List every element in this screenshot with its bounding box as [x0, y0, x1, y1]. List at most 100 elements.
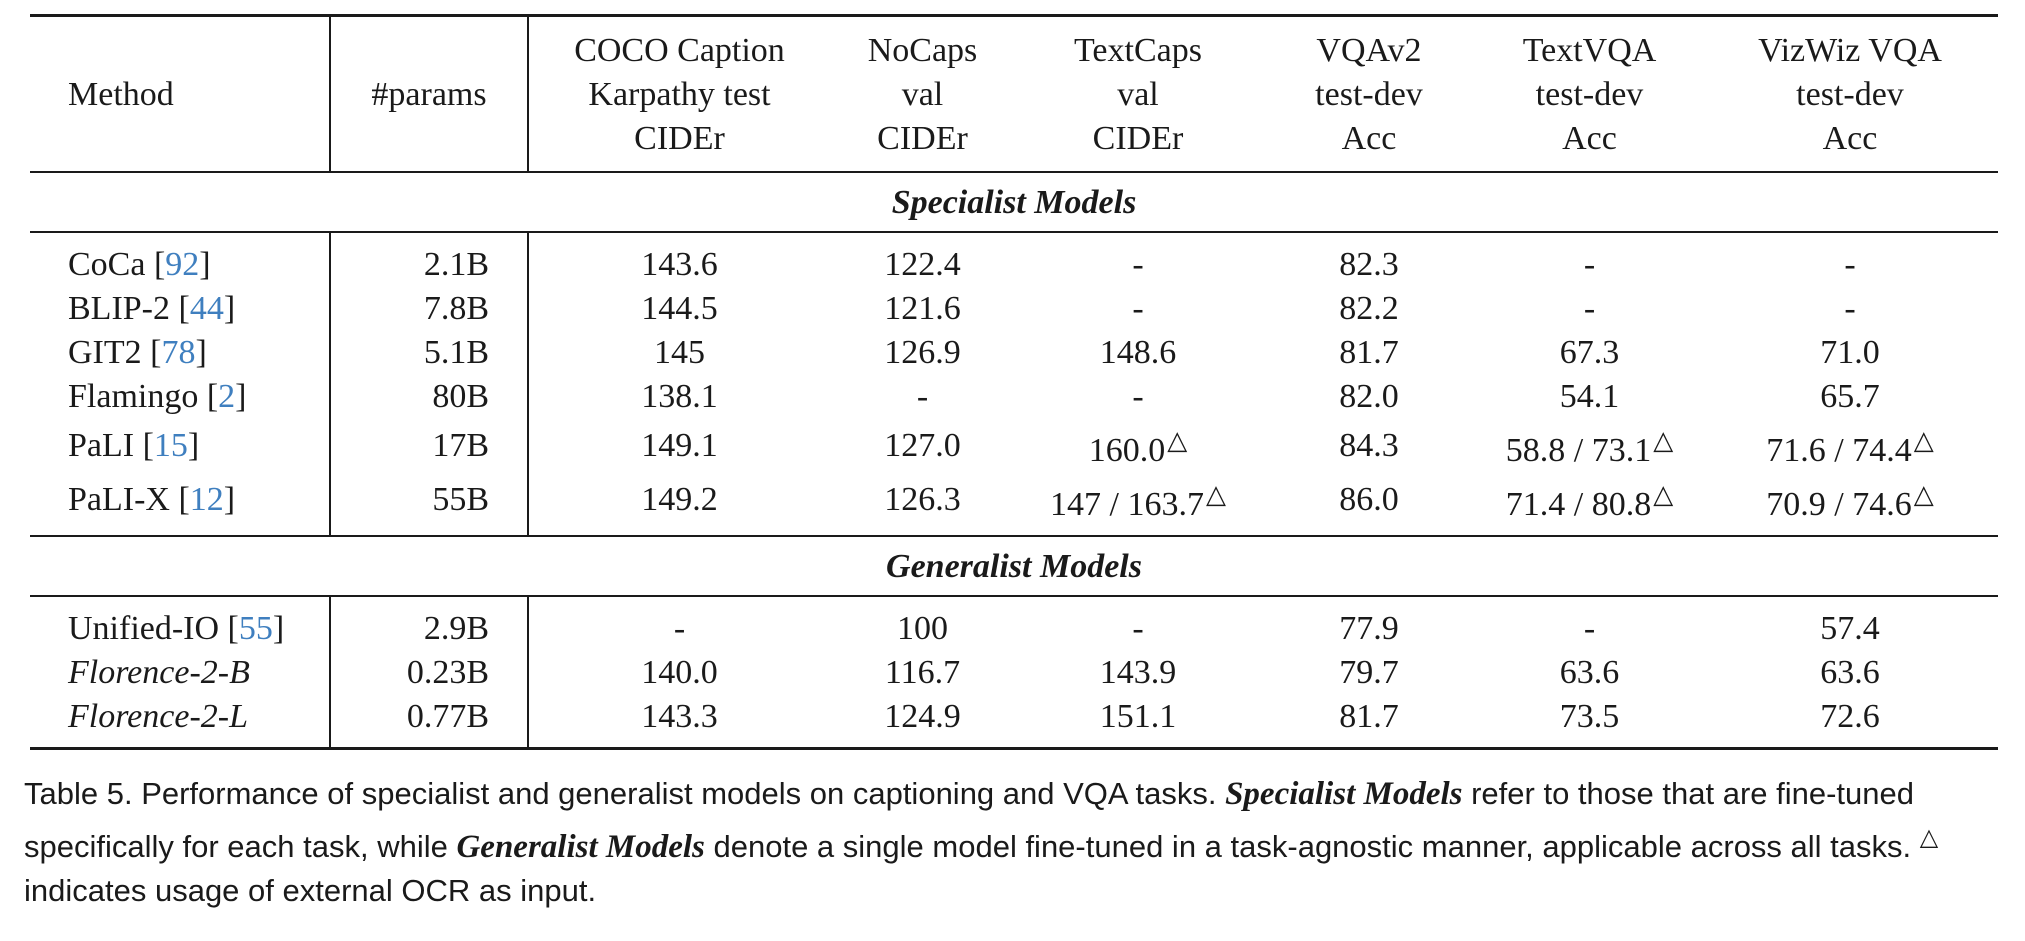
coco-cell: - [673, 610, 686, 647]
header-nocaps-line1: NoCaps [867, 32, 978, 69]
params-cell: 80B [330, 375, 529, 419]
cell-value: 71.4 / 80.8 [1505, 486, 1652, 523]
vizwiz-cell: - [1844, 246, 1856, 283]
table-header-row: Method #params COCO Caption Karpathy tes… [30, 15, 1998, 173]
citation-link[interactable]: 15 [153, 427, 188, 464]
params-cell: 55B [330, 473, 529, 536]
header-textvqa-line1: TextVQA [1522, 32, 1657, 69]
vqav2-cell: 81.7 [1339, 334, 1399, 371]
caption-text-3: denote a single model fine-tuned in a ta… [704, 829, 1920, 864]
header-textcaps: TextCaps val CIDEr [1015, 16, 1261, 173]
results-table-container: Method #params COCO Caption Karpathy tes… [30, 14, 1998, 750]
header-textcaps-line1: TextCaps [1074, 32, 1202, 69]
citation-link[interactable]: 92 [165, 246, 200, 283]
params-cell: 7.8B [330, 287, 529, 331]
ocr-marker-icon: △ [1913, 426, 1934, 455]
ocr-marker-icon: △ [1653, 480, 1674, 509]
params-cell: 17B [330, 419, 529, 473]
method-name: Florence-2-B [68, 654, 250, 691]
table-row: CoCa [92] 2.1B 143.6 122.4 - 82.3 - - [30, 232, 1998, 287]
textvqa-cell: - [1583, 290, 1596, 327]
method-cell: BLIP-2 [44] [30, 287, 331, 331]
vqav2-cell: 82.2 [1339, 290, 1399, 327]
section-specialist-row: Specialist Models [30, 172, 1998, 233]
method-bracket: ] [272, 610, 285, 647]
vizwiz-cell: 71.6 / 74.4△ [1702, 419, 1998, 473]
header-vizwiz-line2: test-dev [1796, 76, 1904, 113]
textvqa-cell: 67.3 [1559, 334, 1620, 371]
method-name: PaLI-X [ [68, 481, 190, 518]
params-cell: 2.9B [330, 596, 529, 651]
ocr-marker-icon: △ [1919, 824, 1939, 851]
table-row: Unified-IO [55] 2.9B - 100 - 77.9 - 57.4 [30, 596, 1998, 651]
textcaps-cell: - [1132, 610, 1144, 647]
cell-value: 147 / 163.7 [1050, 486, 1204, 523]
header-coco: COCO Caption Karpathy test CIDEr [528, 16, 830, 173]
method-name: GIT2 [ [68, 334, 162, 371]
header-nocaps-line2: val [901, 76, 944, 113]
method-bracket: ] [195, 334, 207, 371]
table-row: Flamingo [2] 80B 138.1 - - 82.0 54.1 65.… [30, 375, 1998, 419]
vqav2-cell: 82.3 [1339, 246, 1399, 283]
header-coco-line3: CIDEr [634, 120, 725, 157]
table-caption: Table 5. Performance of specialist and g… [24, 772, 2004, 913]
method-cell: Florence-2-L [30, 695, 331, 750]
method-cell: Flamingo [2] [30, 375, 331, 419]
params-cell: 0.77B [330, 695, 529, 750]
caption-text-4: indicates usage of external OCR as input… [24, 873, 597, 908]
textcaps-cell: - [1132, 378, 1144, 415]
header-params: #params [330, 15, 529, 172]
header-vqav2-line3: Acc [1341, 120, 1397, 157]
textcaps-cell: 148.6 [1099, 334, 1177, 371]
nocaps-cell: 100 [897, 610, 948, 647]
table-row: PaLI-X [12] 55B 149.2 126.3 147 / 163.7△… [30, 473, 1998, 536]
method-name: Flamingo [ [68, 378, 219, 415]
nocaps-cell: 124.9 [830, 695, 1015, 750]
caption-generalist-term: Generalist Models [456, 829, 705, 865]
cell-value: 58.8 / 73.1 [1505, 432, 1652, 469]
header-vizwiz-line1: VizWiz VQA [1758, 32, 1942, 69]
vizwiz-cell: 57.4 [1820, 610, 1880, 647]
method-bracket: ] [199, 246, 211, 283]
citation-link[interactable]: 2 [218, 378, 236, 415]
header-vqav2: VQAv2 test-dev Acc [1261, 16, 1477, 173]
coco-cell: 143.3 [528, 695, 830, 750]
table-row: Florence-2-L 0.77B 143.3 124.9 151.1 81.… [30, 695, 1998, 750]
method-cell: PaLI [15] [30, 419, 331, 473]
citation-link[interactable]: 44 [189, 290, 224, 327]
coco-cell: 138.1 [641, 378, 718, 415]
header-textvqa: TextVQA test-dev Acc [1477, 16, 1702, 173]
ocr-marker-icon: △ [1653, 426, 1674, 455]
citation-link[interactable]: 55 [238, 610, 273, 647]
method-name: Unified-IO [ [68, 610, 239, 647]
method-name: PaLI [ [68, 427, 154, 464]
vqav2-cell: 79.7 [1339, 654, 1399, 691]
textcaps-cell: - [1132, 246, 1144, 283]
coco-cell: 149.1 [641, 427, 718, 464]
table-row: GIT2 [78] 5.1B 145 126.9 148.6 81.7 67.3… [30, 331, 1998, 375]
method-name: BLIP-2 [ [68, 290, 190, 327]
vqav2-cell: 81.7 [1261, 695, 1477, 750]
ocr-marker-icon: △ [1205, 480, 1226, 509]
header-textcaps-line2: val [1117, 76, 1159, 113]
params-cell: 5.1B [330, 331, 529, 375]
header-textcaps-line3: CIDEr [1092, 120, 1184, 157]
vizwiz-cell: 70.9 / 74.6△ [1702, 473, 1998, 536]
params-cell: 2.1B [330, 232, 529, 287]
vqav2-cell: 77.9 [1339, 610, 1399, 647]
header-coco-line1: COCO Caption [574, 32, 785, 69]
table-row: Florence-2-B 0.23B 140.0 116.7 143.9 79.… [30, 651, 1998, 695]
section-title-specialist: Specialist Models [30, 172, 1998, 233]
citation-link[interactable]: 78 [161, 334, 196, 371]
vizwiz-cell: 71.0 [1820, 334, 1880, 371]
nocaps-cell: 127.0 [884, 427, 961, 464]
method-bracket: ] [235, 378, 247, 415]
cell-value: 70.9 / 74.6 [1766, 486, 1912, 523]
citation-link[interactable]: 12 [189, 481, 224, 518]
coco-cell: 149.2 [641, 481, 718, 518]
header-vqav2-line2: test-dev [1315, 76, 1423, 113]
cell-value: 160.0 [1088, 432, 1166, 469]
textcaps-cell: - [1132, 290, 1144, 327]
results-table: Method #params COCO Caption Karpathy tes… [30, 14, 1998, 750]
header-textvqa-line3: Acc [1562, 120, 1617, 157]
